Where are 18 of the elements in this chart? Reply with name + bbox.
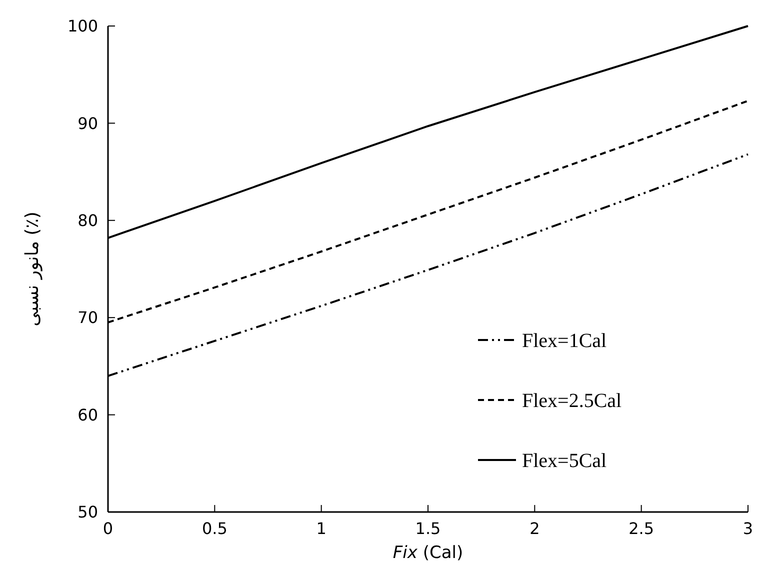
y-tick-label: 60	[78, 405, 98, 424]
y-tick-label: 70	[78, 308, 98, 328]
y-tick-label: 100	[67, 16, 98, 36]
y-tick-label: 90	[78, 114, 98, 133]
x-tick-label: 1.5	[415, 519, 441, 538]
x-tick-label: 2.5	[628, 519, 654, 538]
y-tick-label: 50	[78, 502, 98, 522]
legend-label: Flex=1Cal	[522, 330, 608, 352]
x-tick-label: 0.5	[202, 519, 228, 538]
x-tick-label: 1	[316, 519, 326, 538]
legend-label: Flex=5Cal	[522, 450, 608, 472]
legend-label: Flex=2.5Cal	[522, 390, 622, 412]
x-axis-title: Fix (Cal)	[392, 543, 464, 563]
y-axis-title: مانور نسبی (٪)	[22, 212, 43, 326]
x-tick-label: 0	[102, 519, 114, 538]
y-tick-label: 80	[78, 211, 98, 230]
x-tick-label: 2	[530, 519, 540, 538]
x-tick-label: 3	[742, 519, 754, 538]
